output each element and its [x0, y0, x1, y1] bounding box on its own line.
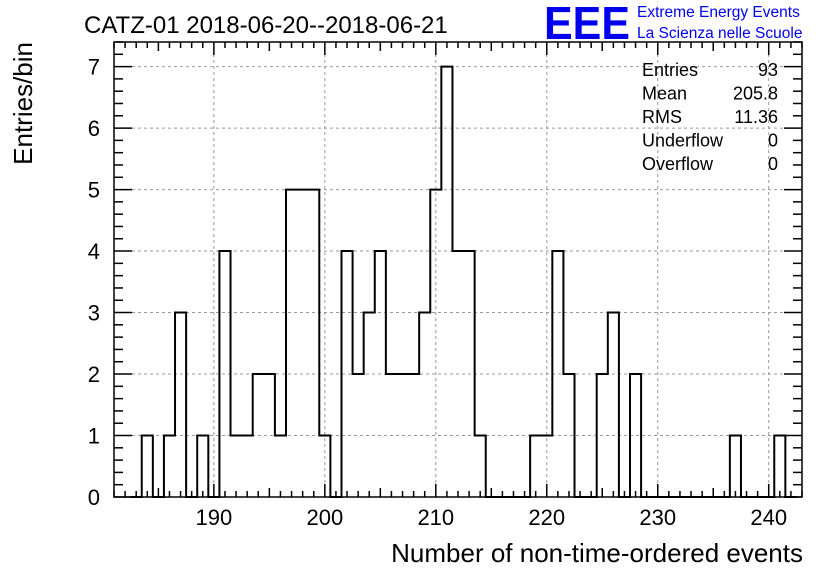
x-tick-labels: 190 200 210 220 230 240	[196, 505, 788, 530]
eee-logo-text: EEE	[544, 0, 630, 49]
axis-ticks	[113, 41, 803, 498]
histogram-bin	[530, 436, 541, 497]
x-tick-label: 190	[196, 505, 233, 530]
stats-box: Entries 93 Mean 205.8 RMS 11.36 Underflow 0 Over…	[642, 60, 778, 174]
histogram-bin	[275, 436, 286, 497]
stats-label: Overflow	[642, 154, 714, 174]
y-tick-label: 1	[88, 424, 100, 449]
stats-label: Underflow	[642, 131, 724, 151]
histogram-bin	[419, 313, 430, 497]
x-tick-label: 210	[417, 505, 454, 530]
histogram-bin	[242, 436, 253, 497]
y-tick-label: 5	[88, 178, 100, 203]
y-tick-labels: 0 1 2 3 4 5 6 7	[88, 55, 100, 510]
x-tick-label: 220	[528, 505, 565, 530]
y-tick-label: 2	[88, 362, 100, 387]
histogram-bin	[441, 67, 452, 497]
histogram-bin	[774, 436, 785, 497]
stats-value: 11.36	[734, 107, 778, 127]
stats-value: 205.8	[733, 84, 778, 104]
y-tick-label: 4	[88, 239, 100, 264]
logo-line1: Extreme Energy Events	[637, 4, 800, 21]
plot-frame	[113, 41, 803, 498]
histogram-bin	[364, 313, 375, 497]
y-tick-label: 7	[88, 55, 100, 80]
histogram-bin	[197, 436, 208, 497]
x-tick-label: 200	[306, 505, 343, 530]
histogram-bin	[608, 313, 619, 497]
histogram-bin	[730, 436, 741, 497]
y-tick-label: 3	[88, 301, 100, 326]
x-tick-label: 230	[639, 505, 676, 530]
grid	[114, 42, 802, 497]
histogram-bin	[231, 436, 242, 497]
stats-value: 0	[768, 131, 778, 151]
y-tick-label: 6	[88, 116, 100, 141]
histogram-bin	[297, 190, 308, 497]
logo-line2: La Scienza nelle Scuole	[637, 25, 802, 42]
x-tick-label: 240	[750, 505, 787, 530]
histogram-bin	[142, 436, 153, 497]
histogram-bin	[164, 436, 175, 497]
histogram-bin	[475, 436, 486, 497]
histogram-bin	[286, 190, 297, 497]
y-tick-label: 0	[88, 485, 100, 510]
stats-value: 93	[758, 60, 778, 80]
y-axis-label: Entries/bin	[8, 42, 38, 165]
logo: EEE Extreme Energy Events La Scienza nel…	[544, 0, 802, 49]
histogram-bin	[175, 313, 186, 497]
stats-label: Mean	[642, 84, 687, 104]
stats-label: Entries	[642, 60, 698, 80]
chart-title: CATZ-01 2018-06-20--2018-06-21	[84, 12, 448, 39]
histogram-bin	[308, 190, 319, 497]
x-axis-label: Number of non-time-ordered events	[391, 538, 803, 568]
stats-label: RMS	[642, 107, 682, 127]
stats-value: 0	[768, 154, 778, 174]
